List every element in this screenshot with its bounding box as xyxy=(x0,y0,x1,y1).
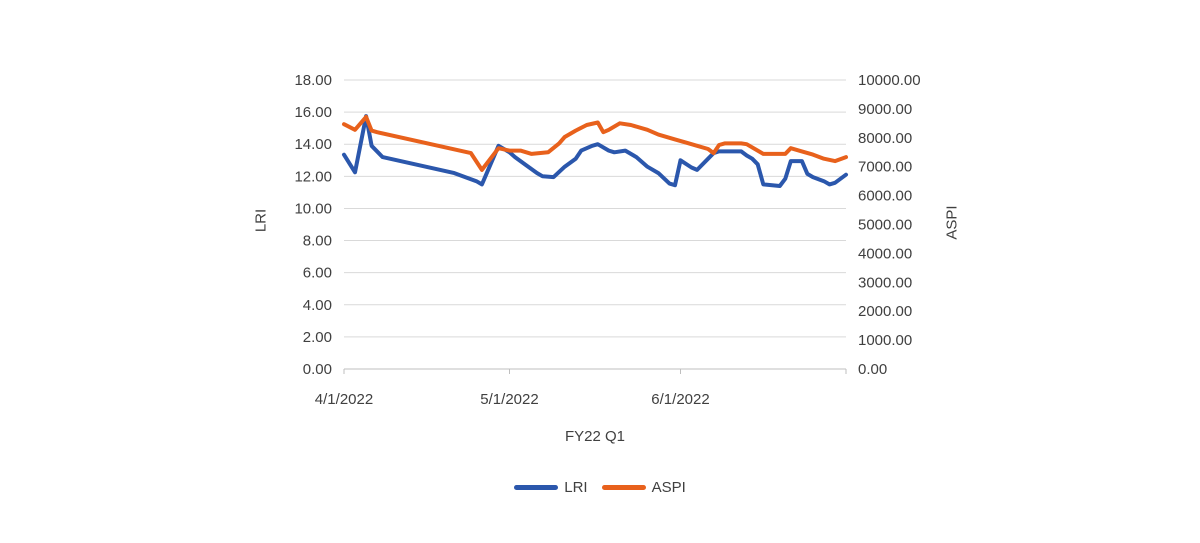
left-axis-tick-label: 4.00 xyxy=(303,297,332,314)
x-axis-title: FY22 Q1 xyxy=(564,428,626,445)
legend-item-aspi: ASPI xyxy=(601,479,686,496)
aspi-series-line xyxy=(342,114,848,172)
right-axis-tick-label: 3000.00 xyxy=(858,274,912,291)
left-axis-tick-label: 16.00 xyxy=(294,104,332,121)
aspi-series-swatch xyxy=(601,485,646,490)
right-axis-tick-label: 10000.00 xyxy=(858,72,921,89)
x-axis-tick-label: 6/1/2022 xyxy=(651,391,709,408)
legend-item-lri: LRI xyxy=(514,479,588,496)
lri-series-line xyxy=(342,114,848,188)
right-axis-tick-label: 7000.00 xyxy=(858,159,912,176)
right-axis-tick-label: 8000.00 xyxy=(858,130,912,147)
left-axis-tick-label: 18.00 xyxy=(294,72,332,89)
right-axis-tick-label: 0.00 xyxy=(858,361,887,378)
right-axis-tick-label: 9000.00 xyxy=(858,101,912,118)
right-axis-tick-label: 4000.00 xyxy=(858,245,912,262)
x-axis-tick-label: 4/1/2022 xyxy=(315,391,373,408)
chart-legend: LRI ASPI xyxy=(0,479,1200,496)
left-axis-tick-label: 12.00 xyxy=(294,168,332,185)
left-axis-tick-label: 0.00 xyxy=(303,361,332,378)
legend-label-aspi: ASPI xyxy=(651,479,686,496)
left-axis-tick-label: 2.00 xyxy=(303,329,332,346)
right-axis-tick-label: 1000.00 xyxy=(858,332,912,349)
x-axis-tick-label: 5/1/2022 xyxy=(480,391,538,408)
left-axis-tick-label: 14.00 xyxy=(294,136,332,153)
right-axis-tick-label: 5000.00 xyxy=(858,217,912,234)
left-axis-title: LRI xyxy=(252,208,270,233)
right-axis-tick-label: 2000.00 xyxy=(858,303,912,320)
left-axis-tick-label: 10.00 xyxy=(294,200,332,217)
left-axis-tick-label: 6.00 xyxy=(303,265,332,282)
left-axis-tick-label: 8.00 xyxy=(303,233,332,250)
right-axis-title: ASPI xyxy=(943,205,961,240)
right-axis-tick-label: 6000.00 xyxy=(858,188,912,205)
lri-series-swatch xyxy=(514,485,559,490)
legend-label-lri: LRI xyxy=(564,479,588,496)
